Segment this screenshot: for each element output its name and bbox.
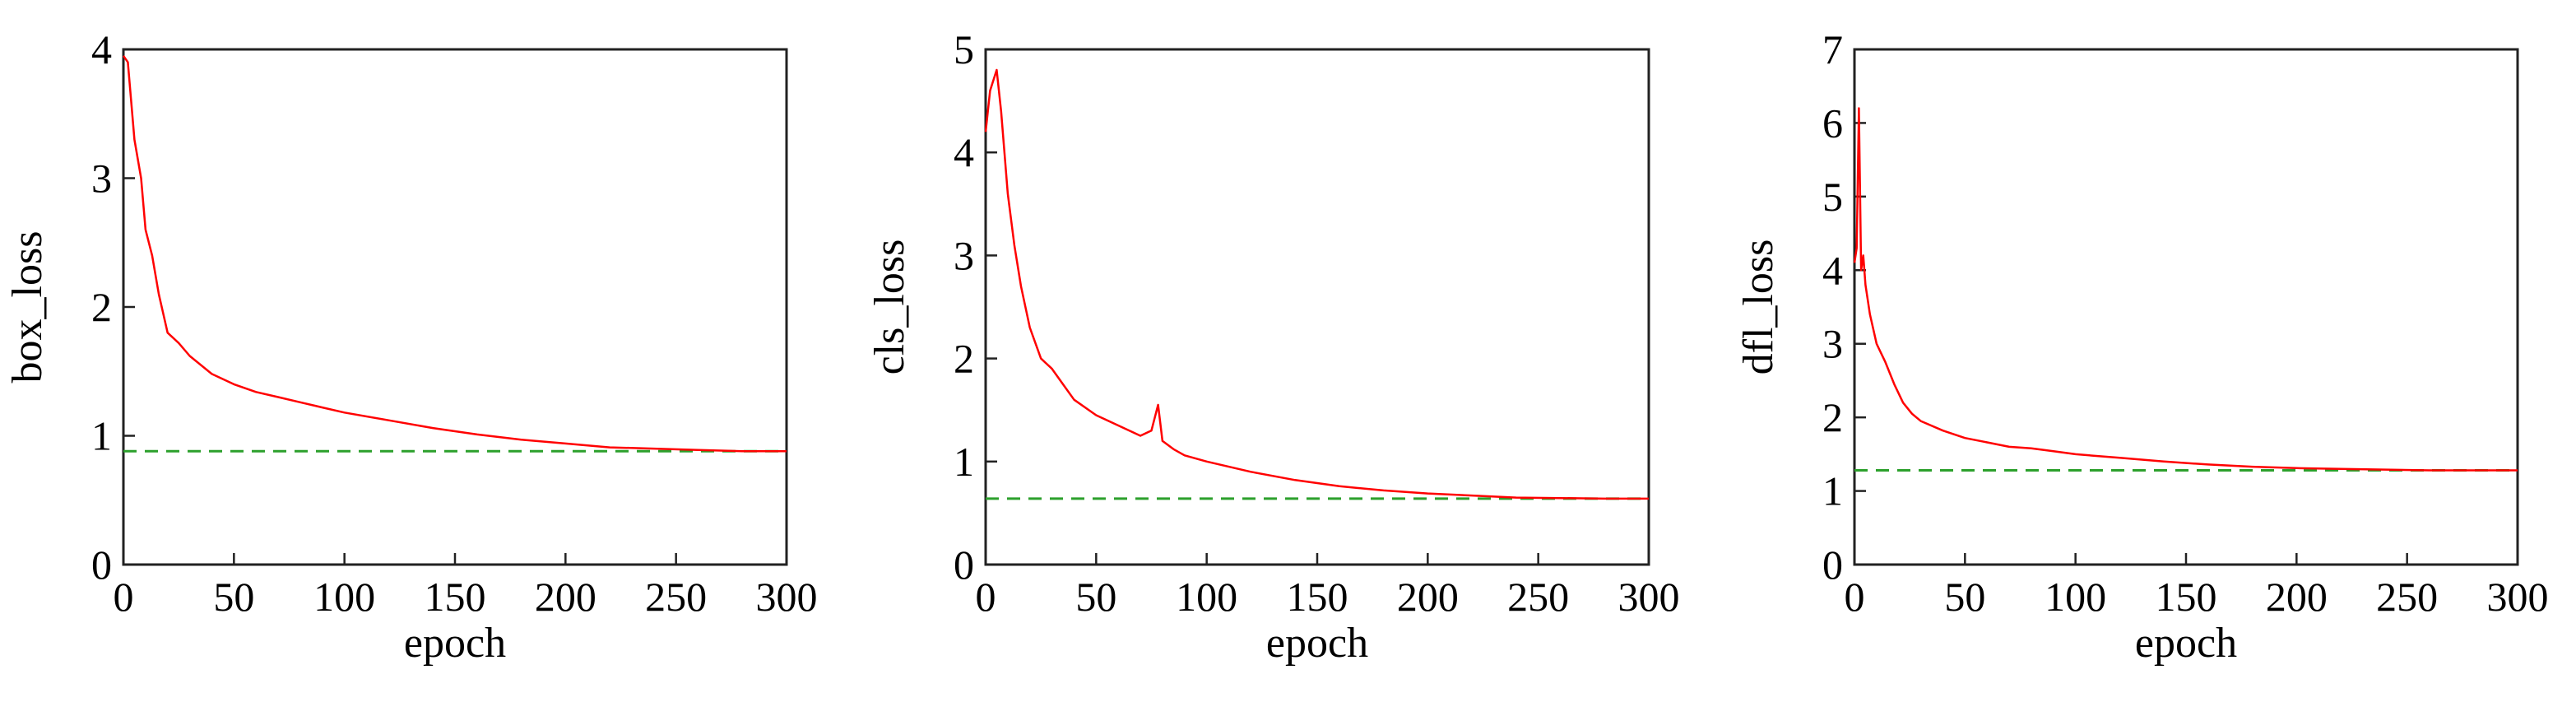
y-axis-title: cls_loss	[866, 239, 913, 375]
y-tick-label: 0	[954, 542, 974, 588]
y-tick-label: 3	[91, 156, 112, 202]
y-tick-label: 5	[954, 26, 974, 72]
box-loss-panel: 0 1 2 3 4 0 50 100 150 200 250 300 epoch box_loss	[4, 26, 818, 667]
x-tick-label: 250	[645, 574, 707, 620]
y-tick-label: 2	[954, 336, 974, 382]
y-tick-label: 0	[1822, 542, 1843, 588]
x-tick-label: 300	[756, 574, 818, 620]
loss-series-line	[122, 55, 787, 453]
x-tick-label: 100	[1176, 574, 1237, 620]
x-tick-label: 0	[1845, 574, 1865, 620]
x-tick-label: 0	[976, 574, 996, 620]
y-tick-label: 5	[1822, 174, 1843, 220]
x-tick-label: 250	[2376, 574, 2438, 620]
x-tick-label: 200	[1397, 574, 1459, 620]
x-tick-label: 100	[313, 574, 375, 620]
y-tick-label: 4	[91, 26, 112, 72]
x-tick-label: 100	[2045, 574, 2106, 620]
x-axis-title: epoch	[1266, 620, 1368, 667]
x-tick-label: 150	[1287, 574, 1348, 620]
x-tick-label: 200	[2266, 574, 2328, 620]
x-axis-title: epoch	[404, 620, 506, 667]
y-tick-label: 6	[1822, 100, 1843, 146]
y-tick-label: 4	[954, 129, 974, 175]
y-axis-title: dfl_loss	[1735, 239, 1782, 375]
x-tick-label: 0	[114, 574, 134, 620]
x-tick-label: 250	[1507, 574, 1569, 620]
y-tick-label: 3	[954, 232, 974, 278]
y-tick-label: 1	[91, 413, 112, 459]
dfl-loss-panel: 0 1 2 3 4 5 6 7 0 50 100 150 200 250 300 epoch dfl_loss	[1735, 26, 2549, 667]
plot-frame	[122, 48, 788, 566]
x-tick-label: 300	[2487, 574, 2549, 620]
plot-frame	[984, 48, 1650, 566]
x-tick-label: 50	[1944, 574, 1985, 620]
x-tick-label: 150	[425, 574, 486, 620]
y-tick-label: 2	[1822, 394, 1843, 440]
x-tick-label: 150	[2156, 574, 2217, 620]
x-tick-label: 200	[535, 574, 596, 620]
x-tick-label: 50	[1075, 574, 1116, 620]
y-tick-label: 0	[91, 542, 112, 588]
x-axis-title: epoch	[2135, 620, 2237, 667]
y-tick-label: 7	[1822, 26, 1843, 72]
y-tick-label: 4	[1822, 247, 1843, 293]
y-tick-label: 3	[1822, 321, 1843, 367]
x-tick-label: 50	[213, 574, 254, 620]
y-axis-title: box_loss	[4, 231, 51, 384]
plot-frame	[1853, 48, 2519, 566]
y-tick-label: 2	[91, 284, 112, 330]
x-tick-label: 300	[1618, 574, 1680, 620]
loss-series-line	[984, 68, 1649, 500]
y-tick-label: 1	[1822, 468, 1843, 514]
loss-series-line	[1853, 107, 2518, 472]
y-tick-label: 1	[954, 439, 974, 485]
